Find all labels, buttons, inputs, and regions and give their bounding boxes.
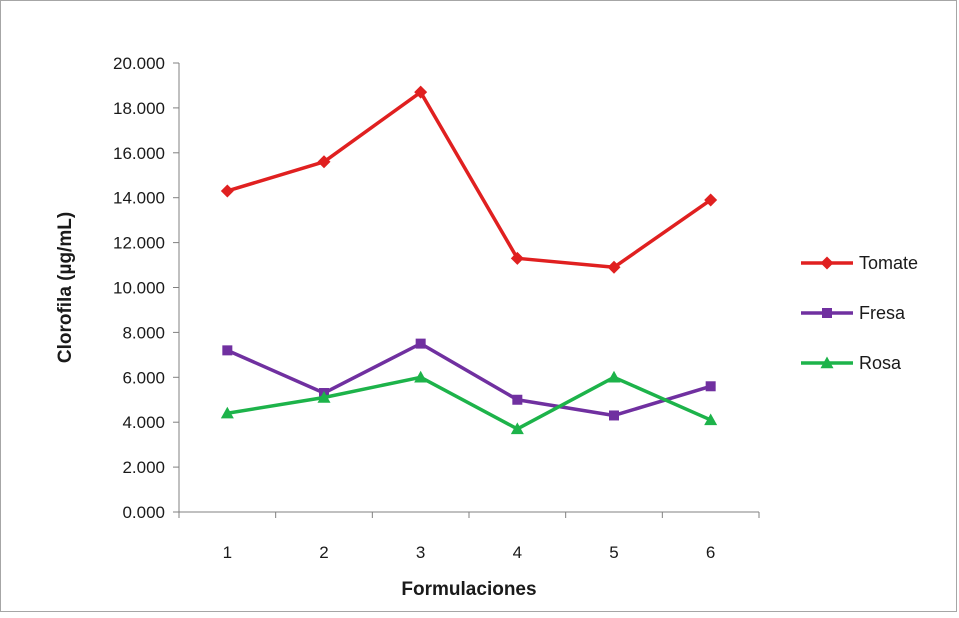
x-axis-ticks: 1 2 3 4 5 6 (178, 512, 760, 562)
y-tick-label: 6.000 (122, 368, 165, 387)
data-point-tomate (607, 260, 621, 274)
y-tick-label: 20.000 (113, 54, 165, 73)
series-tomate (220, 85, 718, 274)
data-point-tomate (220, 184, 234, 198)
series-line-fresa (226, 341, 712, 418)
legend-marker-rosa (820, 356, 834, 369)
data-point-rosa (704, 413, 718, 426)
y-tick-label: 8.000 (122, 323, 165, 342)
series-fresa (222, 338, 716, 421)
x-tick-label: 1 (223, 543, 232, 562)
data-point-fresa (222, 345, 233, 356)
series-line-tomate (226, 90, 712, 270)
legend-item-rosa: Rosa (801, 353, 902, 373)
x-tick-label: 3 (416, 543, 425, 562)
x-tick-label: 2 (319, 543, 328, 562)
data-point-rosa (220, 406, 234, 419)
legend-marker-tomate (820, 256, 834, 270)
legend-label-rosa: Rosa (859, 353, 902, 373)
y-tick-label: 0.000 (122, 503, 165, 522)
y-axis-title: Clorofila (µg/mL) (55, 212, 76, 363)
axes (178, 63, 759, 513)
y-axis-ticks: 0.000 2.000 4.000 6.000 8.000 10.000 12.000 14.… (113, 54, 179, 522)
data-point-tomate (317, 155, 331, 169)
data-point-rosa (414, 370, 428, 383)
legend: Tomate Fresa Rosa (801, 253, 918, 373)
data-point-fresa (609, 410, 619, 421)
y-tick-label: 12.000 (113, 234, 165, 253)
legend-marker-fresa (822, 308, 832, 318)
data-point-rosa (510, 422, 524, 435)
legend-label-fresa: Fresa (859, 303, 906, 323)
y-tick-label: 4.000 (122, 413, 165, 432)
legend-label-tomate: Tomate (859, 253, 918, 273)
legend-item-fresa: Fresa (801, 303, 906, 323)
x-axis-title: Formulaciones (401, 579, 536, 600)
data-point-tomate (704, 193, 718, 207)
y-tick-label: 14.000 (113, 189, 165, 208)
y-tick-label: 18.000 (113, 99, 165, 118)
y-tick-label: 10.000 (113, 279, 165, 298)
x-tick-label: 6 (706, 543, 715, 562)
data-point-tomate (414, 85, 428, 99)
y-tick-label: 16.000 (113, 144, 165, 163)
x-tick-label: 5 (609, 543, 618, 562)
series-line-rosa (227, 375, 712, 431)
series-rosa (220, 370, 718, 435)
data-point-fresa (512, 394, 523, 405)
data-point-fresa (415, 338, 426, 349)
data-point-rosa (317, 391, 331, 403)
x-tick-label: 4 (513, 543, 522, 562)
legend-item-tomate: Tomate (801, 253, 918, 273)
data-point-fresa (705, 381, 716, 392)
data-point-tomate (510, 251, 524, 265)
series-lines (220, 85, 718, 435)
data-point-rosa (607, 370, 621, 383)
y-tick-label: 2.000 (122, 458, 165, 477)
